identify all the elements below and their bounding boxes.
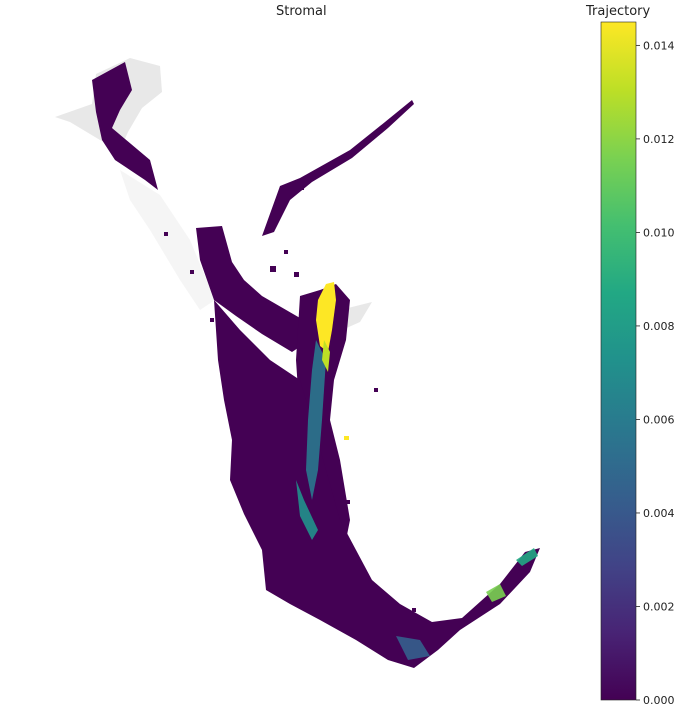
colorbar-tick-label: 0.008 (643, 320, 675, 333)
colorbar-tick-label: 0.002 (643, 600, 675, 613)
high-value-cells (316, 282, 349, 440)
colorbar-tick-label: 0.000 (643, 694, 675, 707)
colorbar-tick-label: 0.012 (643, 133, 675, 146)
colorbar-gradient (600, 21, 637, 701)
colorbar-ticks: 0.000 0.002 0.004 0.006 0.008 0.010 0.012 0.014 (636, 39, 675, 707)
colorbar-tick-label: 0.006 (643, 413, 675, 426)
colorbar-title: Trajectory (586, 4, 651, 19)
colorbar-tick-label: 0.010 (643, 226, 675, 239)
embedding-cells (92, 62, 540, 668)
colorbar-tick-label: 0.004 (643, 507, 675, 520)
plot-title: Stromal (276, 4, 327, 19)
colorbar: 0.000 0.002 0.004 0.006 0.008 0.010 0.012 0.014 (600, 21, 675, 707)
mid-value-cells (296, 340, 538, 660)
colorbar-tick-label: 0.014 (643, 39, 675, 52)
